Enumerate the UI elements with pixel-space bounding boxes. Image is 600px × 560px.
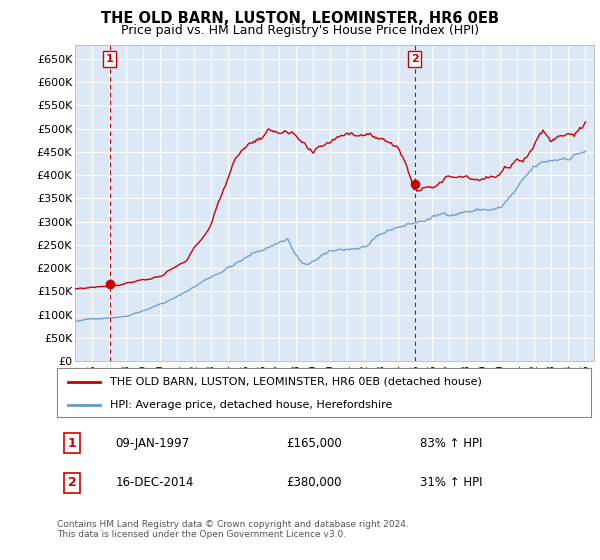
Text: Contains HM Land Registry data © Crown copyright and database right 2024.
This d: Contains HM Land Registry data © Crown c… [57, 520, 409, 539]
Text: 1: 1 [106, 54, 113, 64]
Text: £165,000: £165,000 [287, 437, 343, 450]
Text: 1: 1 [68, 437, 76, 450]
Text: 16-DEC-2014: 16-DEC-2014 [116, 477, 194, 489]
Text: THE OLD BARN, LUSTON, LEOMINSTER, HR6 0EB (detached house): THE OLD BARN, LUSTON, LEOMINSTER, HR6 0E… [110, 377, 482, 387]
Text: HPI: Average price, detached house, Herefordshire: HPI: Average price, detached house, Here… [110, 400, 393, 410]
Text: £380,000: £380,000 [287, 477, 342, 489]
Text: 31% ↑ HPI: 31% ↑ HPI [420, 477, 482, 489]
Text: 2: 2 [68, 477, 76, 489]
Text: THE OLD BARN, LUSTON, LEOMINSTER, HR6 0EB: THE OLD BARN, LUSTON, LEOMINSTER, HR6 0E… [101, 11, 499, 26]
Text: 2: 2 [411, 54, 419, 64]
Text: 09-JAN-1997: 09-JAN-1997 [116, 437, 190, 450]
Text: 83% ↑ HPI: 83% ↑ HPI [420, 437, 482, 450]
Text: Price paid vs. HM Land Registry's House Price Index (HPI): Price paid vs. HM Land Registry's House … [121, 24, 479, 36]
